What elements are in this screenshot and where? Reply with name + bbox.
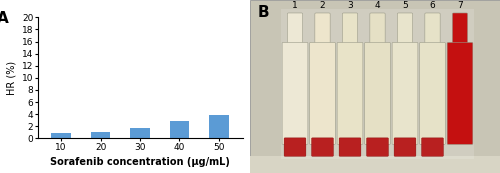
Text: 6: 6	[430, 1, 436, 10]
Bar	[281, 9, 309, 159]
Bar	[130, 128, 150, 138]
FancyBboxPatch shape	[452, 13, 468, 49]
Bar	[250, 156, 500, 173]
Bar	[209, 115, 229, 138]
FancyBboxPatch shape	[315, 13, 330, 49]
FancyBboxPatch shape	[447, 42, 473, 144]
Bar	[90, 132, 110, 138]
FancyBboxPatch shape	[342, 13, 357, 49]
FancyBboxPatch shape	[392, 42, 418, 144]
FancyBboxPatch shape	[282, 42, 308, 144]
Text: A: A	[0, 11, 8, 26]
Text: B: B	[258, 5, 269, 20]
Text: 4: 4	[374, 1, 380, 10]
FancyBboxPatch shape	[398, 13, 412, 49]
Text: 7: 7	[457, 1, 463, 10]
Bar	[309, 9, 336, 159]
Text: 3: 3	[347, 1, 353, 10]
Text: 2: 2	[320, 1, 326, 10]
FancyBboxPatch shape	[310, 42, 336, 144]
FancyBboxPatch shape	[422, 138, 444, 156]
FancyBboxPatch shape	[366, 138, 388, 156]
Bar	[446, 9, 474, 159]
Text: 5: 5	[402, 1, 408, 10]
FancyBboxPatch shape	[339, 138, 361, 156]
FancyBboxPatch shape	[370, 13, 385, 49]
Bar	[52, 133, 71, 138]
Text: 1: 1	[292, 1, 298, 10]
FancyBboxPatch shape	[337, 42, 363, 144]
FancyBboxPatch shape	[364, 42, 390, 144]
Bar	[170, 121, 190, 138]
FancyBboxPatch shape	[394, 138, 416, 156]
FancyBboxPatch shape	[420, 42, 446, 144]
Bar	[419, 9, 446, 159]
Bar	[336, 9, 364, 159]
FancyBboxPatch shape	[425, 13, 440, 49]
FancyBboxPatch shape	[284, 138, 306, 156]
X-axis label: Sorafenib concentration (μg/mL): Sorafenib concentration (μg/mL)	[50, 157, 230, 167]
Y-axis label: HR (%): HR (%)	[6, 61, 16, 95]
FancyBboxPatch shape	[288, 13, 302, 49]
FancyBboxPatch shape	[312, 138, 334, 156]
Bar	[364, 9, 391, 159]
Bar	[391, 9, 419, 159]
